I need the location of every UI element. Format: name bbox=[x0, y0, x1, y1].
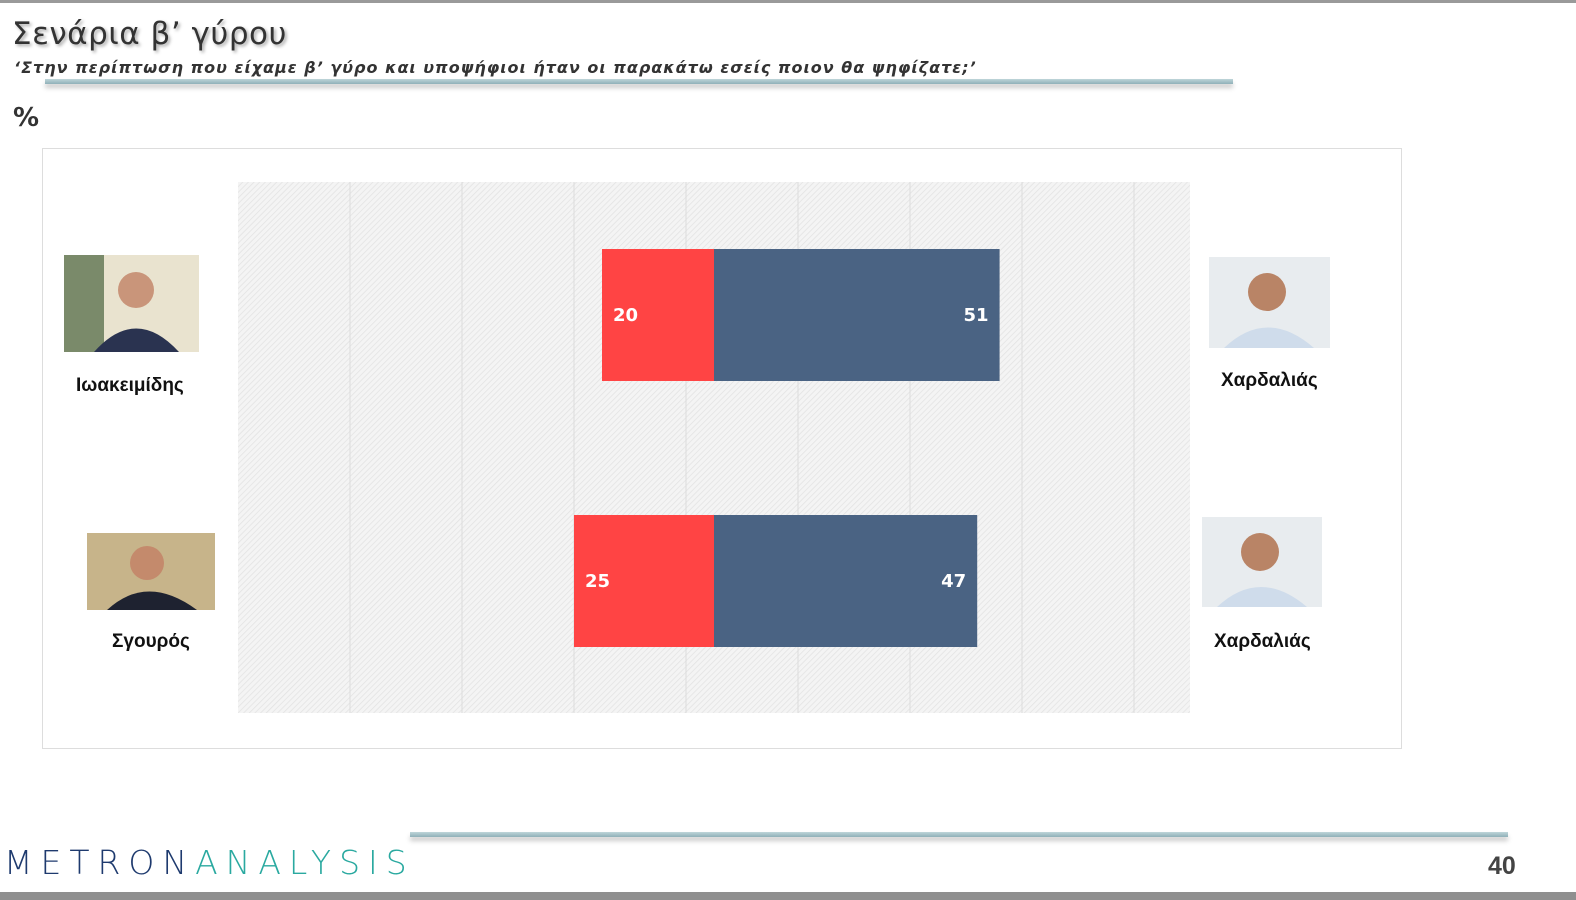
bar-left bbox=[602, 249, 714, 381]
page-title: Σενάρια β’ γύρου bbox=[12, 16, 287, 52]
bottom-border bbox=[0, 892, 1576, 900]
unit-label: % bbox=[13, 103, 40, 133]
person-icon bbox=[1217, 533, 1307, 607]
bar-right bbox=[714, 249, 1000, 381]
footer-divider bbox=[410, 832, 1508, 837]
candidate-photo-chardalias-1 bbox=[1209, 257, 1330, 348]
person-icon bbox=[107, 546, 197, 610]
page-number: 40 bbox=[1488, 852, 1516, 880]
data-label-left: 25 bbox=[585, 571, 610, 592]
top-border bbox=[0, 0, 1576, 3]
right-candidate-2: Χαρδαλιάς bbox=[1214, 631, 1311, 652]
data-label-left: 20 bbox=[613, 305, 638, 326]
candidate-photo-chardalias-2 bbox=[1202, 517, 1322, 607]
left-candidate-1: Ιωακειμίδης bbox=[76, 375, 184, 396]
chart-panel bbox=[42, 148, 1402, 749]
bar-right bbox=[714, 515, 978, 647]
candidate-photo-sgouros bbox=[87, 533, 215, 610]
data-label-right: 47 bbox=[941, 571, 966, 592]
metron-analysis-logo: METRONANALYSIS bbox=[4, 843, 415, 882]
candidate-photo-ioakeimidis bbox=[64, 255, 199, 352]
person-icon bbox=[64, 255, 179, 352]
logo-part-2: ANALYSIS bbox=[195, 843, 415, 882]
data-label-right: 51 bbox=[964, 305, 989, 326]
page-subtitle: ‘Στην περίπτωση που είχαμε β’ γύρο και υ… bbox=[14, 58, 977, 77]
title-divider bbox=[45, 79, 1233, 84]
right-candidate-1: Χαρδαλιάς bbox=[1221, 370, 1318, 391]
left-candidate-2: Σγουρός bbox=[112, 631, 190, 652]
person-icon bbox=[1224, 273, 1314, 348]
logo-part-1: METRON bbox=[4, 843, 196, 882]
bar-left bbox=[574, 515, 714, 647]
